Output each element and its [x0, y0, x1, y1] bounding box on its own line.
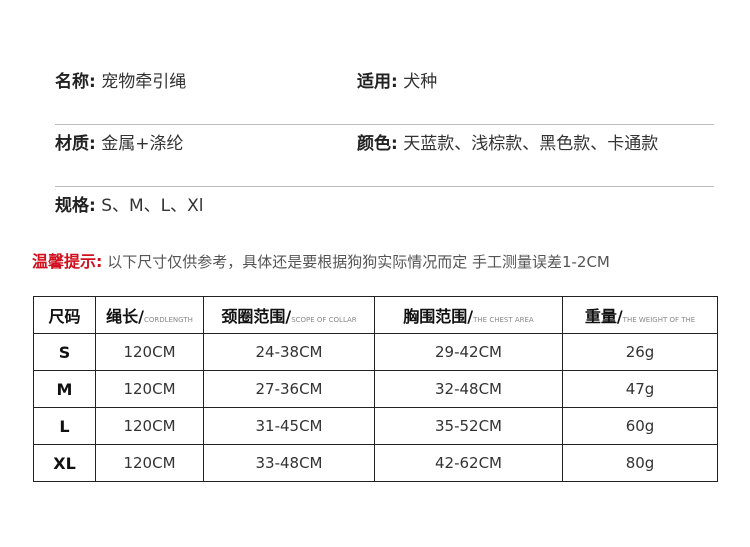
table-cell: 26g: [562, 333, 718, 371]
table-cell: 29-42CM: [374, 333, 563, 371]
info-row: 规格: S、M、L、Xl: [55, 186, 714, 248]
table-cell: 32-48CM: [374, 370, 563, 408]
header-cn: 颈圈范围/: [221, 307, 292, 326]
table-cell: XL: [33, 444, 96, 482]
table-cell: 120CM: [95, 370, 204, 408]
size-table: 尺码 绳长/CORDLENGTH 颈圈范围/SCOPE OF COLLAR 胸围范围/…: [33, 296, 718, 482]
table-row: M 120CM 27-36CM 32-48CM 47g: [33, 370, 718, 408]
color-key: 颜色:: [357, 134, 398, 154]
material-value: 金属+涤纶: [101, 134, 184, 154]
table-cell: 35-52CM: [374, 407, 563, 445]
table-cell: 80g: [562, 444, 718, 482]
table-row: XL 120CM 33-48CM 42-62CM 80g: [33, 444, 718, 482]
tip: 温馨提示: 以下尺寸仅供参考，具体还是要根据狗狗实际情况而定 手工测量误差1-2…: [32, 248, 610, 272]
column-header: 绳长/CORDLENGTH: [95, 296, 204, 334]
table-cell: 60g: [562, 407, 718, 445]
table-cell: L: [33, 407, 96, 445]
column-header: 胸围范围/THE CHEST AREA: [374, 296, 563, 334]
name-key: 名称:: [55, 72, 96, 92]
header-en: SCOPE OF COLLAR: [291, 316, 357, 324]
header-en: CORDLENGTH: [143, 316, 193, 324]
table-cell: 120CM: [95, 444, 204, 482]
column-header: 尺码: [33, 296, 96, 334]
tip-text: 以下尺寸仅供参考，具体还是要根据狗狗实际情况而定 手工测量误差1-2CM: [107, 253, 610, 271]
spec-key: 规格:: [55, 196, 96, 216]
material-key: 材质:: [55, 134, 96, 154]
column-header: 颈圈范围/SCOPE OF COLLAR: [203, 296, 375, 334]
table-cell: S: [33, 333, 96, 371]
applicable-key: 适用:: [357, 72, 398, 92]
color-value: 天蓝款、浅棕款、黑色款、卡通款: [403, 134, 659, 154]
header-cn: 重量/: [584, 307, 623, 326]
info-row: 名称: 宠物牵引绳 适用: 犬种: [55, 62, 714, 125]
table-cell: 33-48CM: [203, 444, 375, 482]
header-en: THE WEIGHT OF THE: [622, 316, 696, 324]
applicable-value: 犬种: [403, 72, 438, 92]
table-cell: 120CM: [95, 333, 204, 371]
header-cn: 胸围范围/: [403, 307, 474, 326]
table-cell: M: [33, 370, 96, 408]
table-cell: 42-62CM: [374, 444, 563, 482]
tip-label: 温馨提示:: [32, 252, 103, 271]
table-cell: 31-45CM: [203, 407, 375, 445]
spec-value: S、M、L、Xl: [101, 196, 204, 216]
table-row: S 120CM 24-38CM 29-42CM 26g: [33, 333, 718, 371]
name-value: 宠物牵引绳: [101, 72, 187, 92]
header-cn: 绳长/: [106, 307, 144, 326]
header-en: THE CHEST AREA: [473, 316, 534, 324]
table-cell: 47g: [562, 370, 718, 408]
info-row: 材质: 金属+涤纶 颜色: 天蓝款、浅棕款、黑色款、卡通款: [55, 124, 714, 187]
table-row: L 120CM 31-45CM 35-52CM 60g: [33, 407, 718, 445]
table-cell: 24-38CM: [203, 333, 375, 371]
column-header: 重量/THE WEIGHT OF THE: [562, 296, 718, 334]
table-cell: 27-36CM: [203, 370, 375, 408]
table-cell: 120CM: [95, 407, 204, 445]
header-cn: 尺码: [48, 307, 81, 326]
